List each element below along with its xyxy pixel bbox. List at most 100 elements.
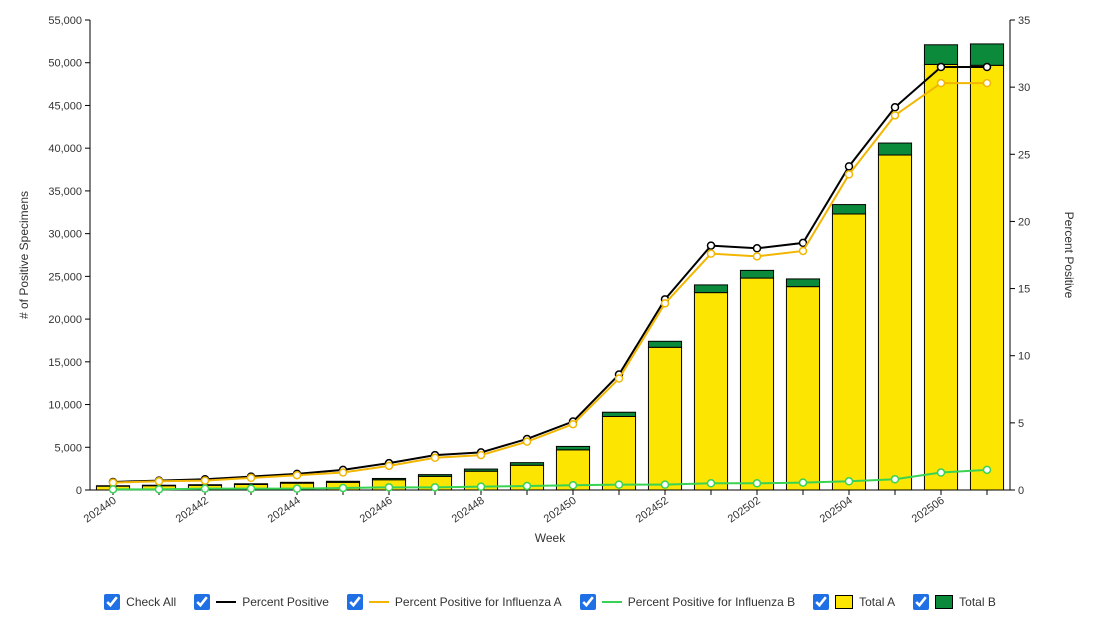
marker-pct_pos_b [432, 484, 439, 491]
bar-total_b [418, 475, 451, 477]
marker-pct_pos_b [156, 486, 163, 493]
svg-text:30,000: 30,000 [48, 229, 82, 241]
legend-item-pct-a[interactable]: Percent Positive for Influenza A [347, 594, 562, 610]
legend-item-percent-positive[interactable]: Percent Positive [194, 594, 329, 610]
svg-text:202448: 202448 [450, 495, 487, 526]
svg-text:10: 10 [1018, 351, 1030, 363]
bar-total_b [326, 481, 359, 482]
svg-text:25: 25 [1018, 149, 1030, 161]
svg-text:202442: 202442 [174, 495, 211, 526]
legend-check-all[interactable]: Check All [104, 594, 176, 610]
marker-pct_pos_b [800, 479, 807, 486]
bar-total_b [878, 143, 911, 155]
bar-total_a [694, 293, 727, 490]
bar-total_a [924, 64, 957, 490]
legend-checkbox[interactable] [347, 594, 363, 610]
legend-checkbox[interactable] [194, 594, 210, 610]
svg-text:# of Positive Specimens: # of Positive Specimens [17, 191, 31, 319]
legend-label: Percent Positive for Influenza B [628, 595, 795, 609]
svg-text:5,000: 5,000 [54, 442, 82, 454]
bar-total_b [740, 270, 773, 278]
bar-total_b [372, 478, 405, 479]
marker-pct_pos_b [938, 469, 945, 476]
svg-text:Week: Week [535, 531, 566, 545]
legend-label: Total A [859, 595, 895, 609]
marker-pct_pos_a [754, 253, 761, 260]
svg-text:Percent Positive: Percent Positive [1062, 212, 1076, 299]
check-all-label: Check All [126, 595, 176, 609]
legend-checkbox[interactable] [913, 594, 929, 610]
bar-total_a [740, 278, 773, 490]
legend-label: Percent Positive [242, 595, 329, 609]
svg-text:15,000: 15,000 [48, 357, 82, 369]
marker-pct_pos_b [248, 485, 255, 492]
svg-text:55,000: 55,000 [48, 15, 82, 27]
svg-text:35: 35 [1018, 15, 1030, 27]
marker-pct_positive [938, 64, 945, 71]
marker-pct_pos_b [294, 485, 301, 492]
marker-pct_pos_a [708, 250, 715, 257]
svg-text:40,000: 40,000 [48, 143, 82, 155]
svg-text:20: 20 [1018, 216, 1030, 228]
svg-text:202504: 202504 [818, 495, 855, 526]
marker-pct_positive [984, 64, 991, 71]
bar-total_b [648, 341, 681, 347]
marker-pct_pos_a [800, 247, 807, 254]
svg-text:202452: 202452 [634, 495, 671, 526]
legend-line-swatch [369, 601, 389, 603]
marker-pct_positive [708, 242, 715, 249]
legend-line-swatch [602, 601, 622, 603]
legend-item-pct-b[interactable]: Percent Positive for Influenza B [580, 594, 795, 610]
chart-svg: 05,00010,00015,00020,00025,00030,00035,0… [0, 0, 1100, 560]
legend-item-total-b[interactable]: Total B [913, 594, 996, 610]
marker-pct_pos_b [570, 482, 577, 489]
bar-total_b [464, 469, 497, 471]
bar-total_b [280, 482, 313, 483]
legend-item-total-a[interactable]: Total A [813, 594, 895, 610]
bar-total_b [234, 484, 267, 485]
svg-text:15: 15 [1018, 284, 1030, 296]
marker-pct_pos_b [754, 480, 761, 487]
marker-pct_pos_b [202, 485, 209, 492]
marker-pct_pos_a [248, 474, 255, 481]
bar-total_a [970, 65, 1003, 490]
legend-checkbox[interactable] [813, 594, 829, 610]
svg-text:35,000: 35,000 [48, 186, 82, 198]
marker-pct_pos_b [478, 483, 485, 490]
legend: Check All Percent Positive Percent Posit… [0, 594, 1100, 610]
legend-checkbox[interactable] [580, 594, 596, 610]
legend-label: Total B [959, 595, 996, 609]
marker-pct_pos_a [432, 454, 439, 461]
svg-text:202440: 202440 [82, 495, 119, 526]
svg-text:45,000: 45,000 [48, 100, 82, 112]
svg-text:202506: 202506 [910, 495, 947, 526]
marker-pct_pos_a [156, 478, 163, 485]
svg-text:0: 0 [76, 485, 82, 497]
bar-total_b [602, 412, 635, 416]
marker-pct_pos_b [386, 484, 393, 491]
marker-pct_pos_a [892, 112, 899, 119]
marker-pct_pos_b [846, 478, 853, 485]
bar-total_a [878, 155, 911, 490]
marker-pct_pos_b [892, 476, 899, 483]
bar-total_b [970, 44, 1003, 65]
marker-pct_pos_b [708, 480, 715, 487]
svg-text:30: 30 [1018, 82, 1030, 94]
marker-pct_pos_a [110, 479, 117, 486]
legend-box-swatch [935, 595, 953, 609]
marker-pct_pos_a [662, 300, 669, 307]
bar-total_b [510, 463, 543, 466]
marker-pct_pos_a [524, 438, 531, 445]
bar-total_a [786, 287, 819, 490]
marker-pct_pos_b [524, 482, 531, 489]
marker-pct_pos_a [616, 375, 623, 382]
svg-text:10,000: 10,000 [48, 400, 82, 412]
marker-pct_pos_b [110, 486, 117, 493]
marker-pct_pos_a [386, 462, 393, 469]
check-all-checkbox[interactable] [104, 594, 120, 610]
bar-total_b [694, 285, 727, 293]
svg-text:202444: 202444 [266, 495, 303, 526]
bar-total_b [924, 45, 957, 65]
svg-text:0: 0 [1018, 485, 1024, 497]
marker-pct_pos_a [570, 421, 577, 428]
